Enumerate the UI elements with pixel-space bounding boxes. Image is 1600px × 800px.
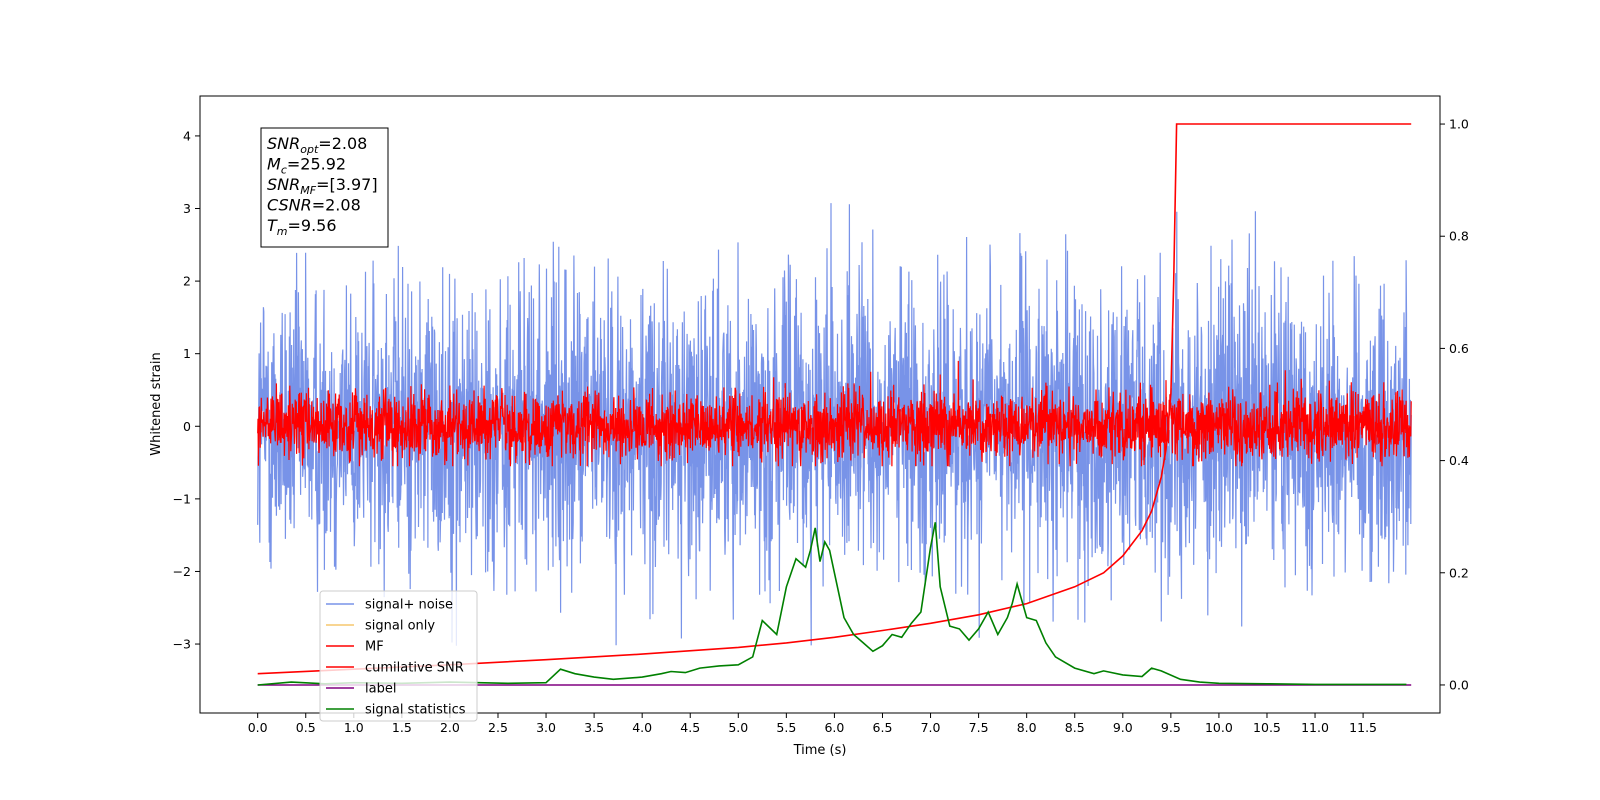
x-tick-label: 4.0 (632, 720, 652, 735)
legend-label: cumilative SNR (365, 661, 464, 676)
x-tick-label: 0.0 (248, 720, 268, 735)
legend-frame (319, 590, 478, 722)
legend-label: MF (365, 640, 384, 655)
info-line: SNRopt=2.08 (267, 134, 367, 156)
x-tick-label: 9.5 (1161, 720, 1181, 735)
y-tick-label: 2 (183, 274, 191, 289)
x-tick-label: 4.5 (680, 720, 700, 735)
y-tick-label: −2 (173, 564, 191, 579)
x-tick-label: 5.5 (776, 720, 796, 735)
y-tick-label: −3 (173, 637, 191, 652)
x-tick-label: 1.0 (344, 720, 364, 735)
y-tick-label: 0 (183, 419, 191, 434)
info-line: SNRMF=[3.97] (267, 175, 378, 197)
x-tick-label: 11.5 (1349, 720, 1377, 735)
y2-tick-label: 0.0 (1449, 677, 1469, 692)
x-tick-label: 11.0 (1301, 720, 1329, 735)
legend-label: label (365, 682, 396, 697)
series-signal-statistics (257, 522, 1407, 686)
legend: signal+ noise signal only MF cumilative SNR… (319, 590, 478, 722)
y-tick-label: −1 (173, 491, 191, 506)
x-tick-label: 0.5 (296, 720, 316, 735)
x-tick-label: 3.0 (536, 720, 556, 735)
x-tick-label: 2.5 (488, 720, 508, 735)
info-line: Tm=9.56 (267, 216, 337, 238)
y-axis-label: Whitened strain (149, 352, 164, 455)
x-axis-label: Time (s) (793, 743, 847, 758)
x-tick-label: 5.0 (728, 720, 748, 735)
info-line: Mc=25.92 (267, 155, 346, 177)
x-tick-label: 2.0 (440, 720, 460, 735)
plot-frame (199, 95, 1441, 714)
x-tick-label: 3.5 (584, 720, 604, 735)
series-mf (257, 360, 1412, 467)
y2-tick-label: 0.8 (1449, 229, 1469, 244)
y-tick-label: 4 (183, 128, 191, 143)
series-cumulative-snr (257, 123, 1412, 675)
axes: 0.0 0.5 1.0 1.5 2.0 2.5 3.0 3.5 4.0 4.5 5.0 5.5 6.0 6… (173, 117, 1469, 735)
x-tick-label: 7.0 (921, 720, 941, 735)
x-tick-label: 10.0 (1205, 720, 1233, 735)
x-tick-label: 6.5 (873, 720, 893, 735)
y-tick-label: 1 (183, 346, 191, 361)
x-tick-label: 7.5 (969, 720, 989, 735)
x-tick-label: 6.0 (824, 720, 844, 735)
y-tick-label: 3 (183, 201, 191, 216)
x-tick-label: 10.5 (1253, 720, 1281, 735)
y2-tick-label: 0.2 (1449, 565, 1469, 580)
y2-tick-label: 0.6 (1449, 341, 1469, 356)
y2-tick-label: 0.4 (1449, 453, 1469, 468)
info-line: CSNR=2.08 (267, 196, 361, 215)
legend-label: signal only (365, 619, 435, 634)
y2-tick-label: 1.0 (1449, 117, 1469, 132)
legend-label: signal statistics (365, 703, 466, 718)
info-box-frame (260, 127, 389, 248)
info-box: SNRopt=2.08Mc=25.92SNRMF=[3.97]CSNR=2.08… (260, 127, 389, 248)
x-tick-label: 8.5 (1065, 720, 1085, 735)
legend-label: signal+ noise (365, 598, 453, 613)
x-tick-label: 1.5 (392, 720, 412, 735)
x-tick-label: 8.0 (1017, 720, 1037, 735)
x-tick-label: 9.0 (1113, 720, 1133, 735)
